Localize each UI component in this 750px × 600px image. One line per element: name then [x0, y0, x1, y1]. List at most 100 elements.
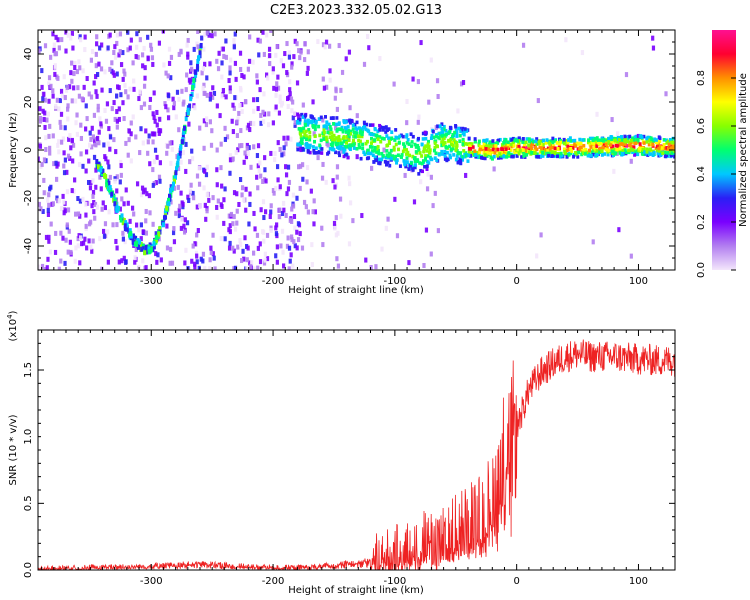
spectrogram-cell [98, 236, 102, 242]
spectrogram-cell [108, 88, 112, 94]
spectrogram-cell [323, 44, 327, 50]
spectrogram-cell [188, 159, 192, 165]
spectrogram-cell [62, 170, 67, 176]
spectrogram-cell [46, 256, 50, 262]
spectrogram-cell [558, 154, 562, 159]
spectrogram-cell [164, 70, 168, 76]
spectrogram-cell [298, 142, 302, 147]
spectrogram-cell [401, 134, 405, 139]
spectrogram-cell [117, 106, 121, 112]
spectrogram-cell [448, 155, 452, 160]
spectrogram-cell [271, 66, 275, 72]
spectrogram-cell [208, 257, 212, 263]
spectrogram-cell [190, 66, 194, 72]
spectrogram-cell [191, 243, 195, 249]
spectrogram-cell [240, 102, 244, 108]
spectrogram-cell [347, 131, 351, 135]
spectrogram-cell [390, 130, 394, 135]
spectrogram-cell [132, 211, 136, 217]
spectrogram-cell [76, 243, 80, 249]
spectrogram-cell [129, 158, 133, 164]
spectrogram-cell [75, 69, 79, 75]
spectrogram-cell [593, 146, 597, 150]
spectrogram-cell [634, 134, 638, 139]
spectrogram-cell [456, 151, 460, 156]
spectrogram-cell [59, 230, 63, 236]
spectrogram-cell [298, 131, 302, 135]
spectrogram-cell [336, 263, 341, 269]
spectrogram-cell [204, 122, 209, 128]
spectrogram-cell [515, 154, 519, 158]
spectrogram-cell [544, 141, 548, 145]
spectrogram-cell [291, 99, 295, 105]
spectrogram-cell [590, 141, 594, 145]
spectrogram-cell [444, 132, 448, 137]
spectrogram-cell [232, 37, 236, 43]
spectrogram-cell [325, 84, 329, 90]
spectrogram-cell [310, 242, 314, 248]
spectrogram-cell [231, 245, 235, 251]
spectrogram-cell [233, 31, 237, 37]
spectrogram-cell [153, 131, 157, 137]
spectrogram-cell [369, 132, 373, 137]
spectrogram-cell [392, 145, 396, 150]
spectrogram-cell [128, 228, 132, 234]
spectrogram-cell [303, 119, 307, 123]
spectrogram-cell [566, 140, 570, 145]
spectrogram-cell [113, 54, 118, 60]
spectrogram-cell [262, 238, 266, 244]
spectrogram-cell [117, 259, 121, 265]
spectrogram-cell [131, 235, 135, 241]
spectrogram-cell [107, 209, 111, 215]
spectrogram-cell [370, 165, 374, 171]
spectrogram-cell [256, 245, 260, 251]
spectrogram-cell [218, 113, 222, 119]
spectrogram-cell [301, 162, 305, 168]
spectrogram-cell [171, 181, 175, 187]
spectrogram-cell [313, 209, 318, 215]
spectrogram-cell [540, 146, 544, 151]
spectrogram-cell [136, 244, 140, 250]
spectrogram-cell [142, 101, 147, 107]
spectrogram-cell [139, 222, 143, 228]
spectrogram-cell [511, 136, 515, 141]
spectrogram-cell [118, 31, 123, 37]
spectrogram-cell [62, 210, 66, 216]
spectrogram-cell [515, 139, 519, 143]
spectrogram-cell [370, 136, 374, 141]
spectrogram-cell [281, 63, 286, 69]
spectrogram-cell [459, 151, 463, 155]
spectrogram-cell [54, 51, 59, 57]
spectrogram-cell [98, 116, 102, 122]
spectrogram-cell [115, 174, 119, 180]
spectrogram-cell [126, 94, 130, 100]
spectrogram-cell [592, 142, 596, 146]
spectrogram-cell [166, 95, 171, 101]
spectrogram-cell [498, 137, 502, 142]
spectrogram-cell [521, 42, 526, 48]
spectrogram-cell [436, 94, 440, 100]
spectrogram-cell [178, 150, 182, 156]
spectrogram-cell [51, 93, 55, 99]
spectrogram-cell [261, 178, 265, 184]
spectrogram-cell [588, 153, 592, 158]
spectrogram-cell [454, 124, 458, 128]
spectrogram-cell [255, 174, 259, 180]
spectrogram-cell [200, 35, 204, 41]
spectrogram-cell [455, 134, 459, 138]
spectrogram-cell [126, 152, 130, 158]
spectrogram-cell [653, 137, 657, 142]
spectrogram-cell [133, 241, 137, 247]
spectrogram-cell [256, 185, 260, 191]
spectrogram-cell [138, 37, 142, 43]
spectrogram-cell [382, 137, 386, 141]
spectrogram-cell [392, 156, 396, 161]
spectrogram-cell [285, 70, 289, 76]
spectrogram-cell [122, 201, 126, 207]
spectrogram-cell [542, 138, 546, 143]
spectrogram-cell [364, 127, 368, 132]
spectrogram-cell [339, 87, 343, 93]
spectrogram-cell [168, 260, 172, 266]
spectrogram-cell [344, 152, 348, 157]
spectrogram-cell [126, 30, 130, 35]
